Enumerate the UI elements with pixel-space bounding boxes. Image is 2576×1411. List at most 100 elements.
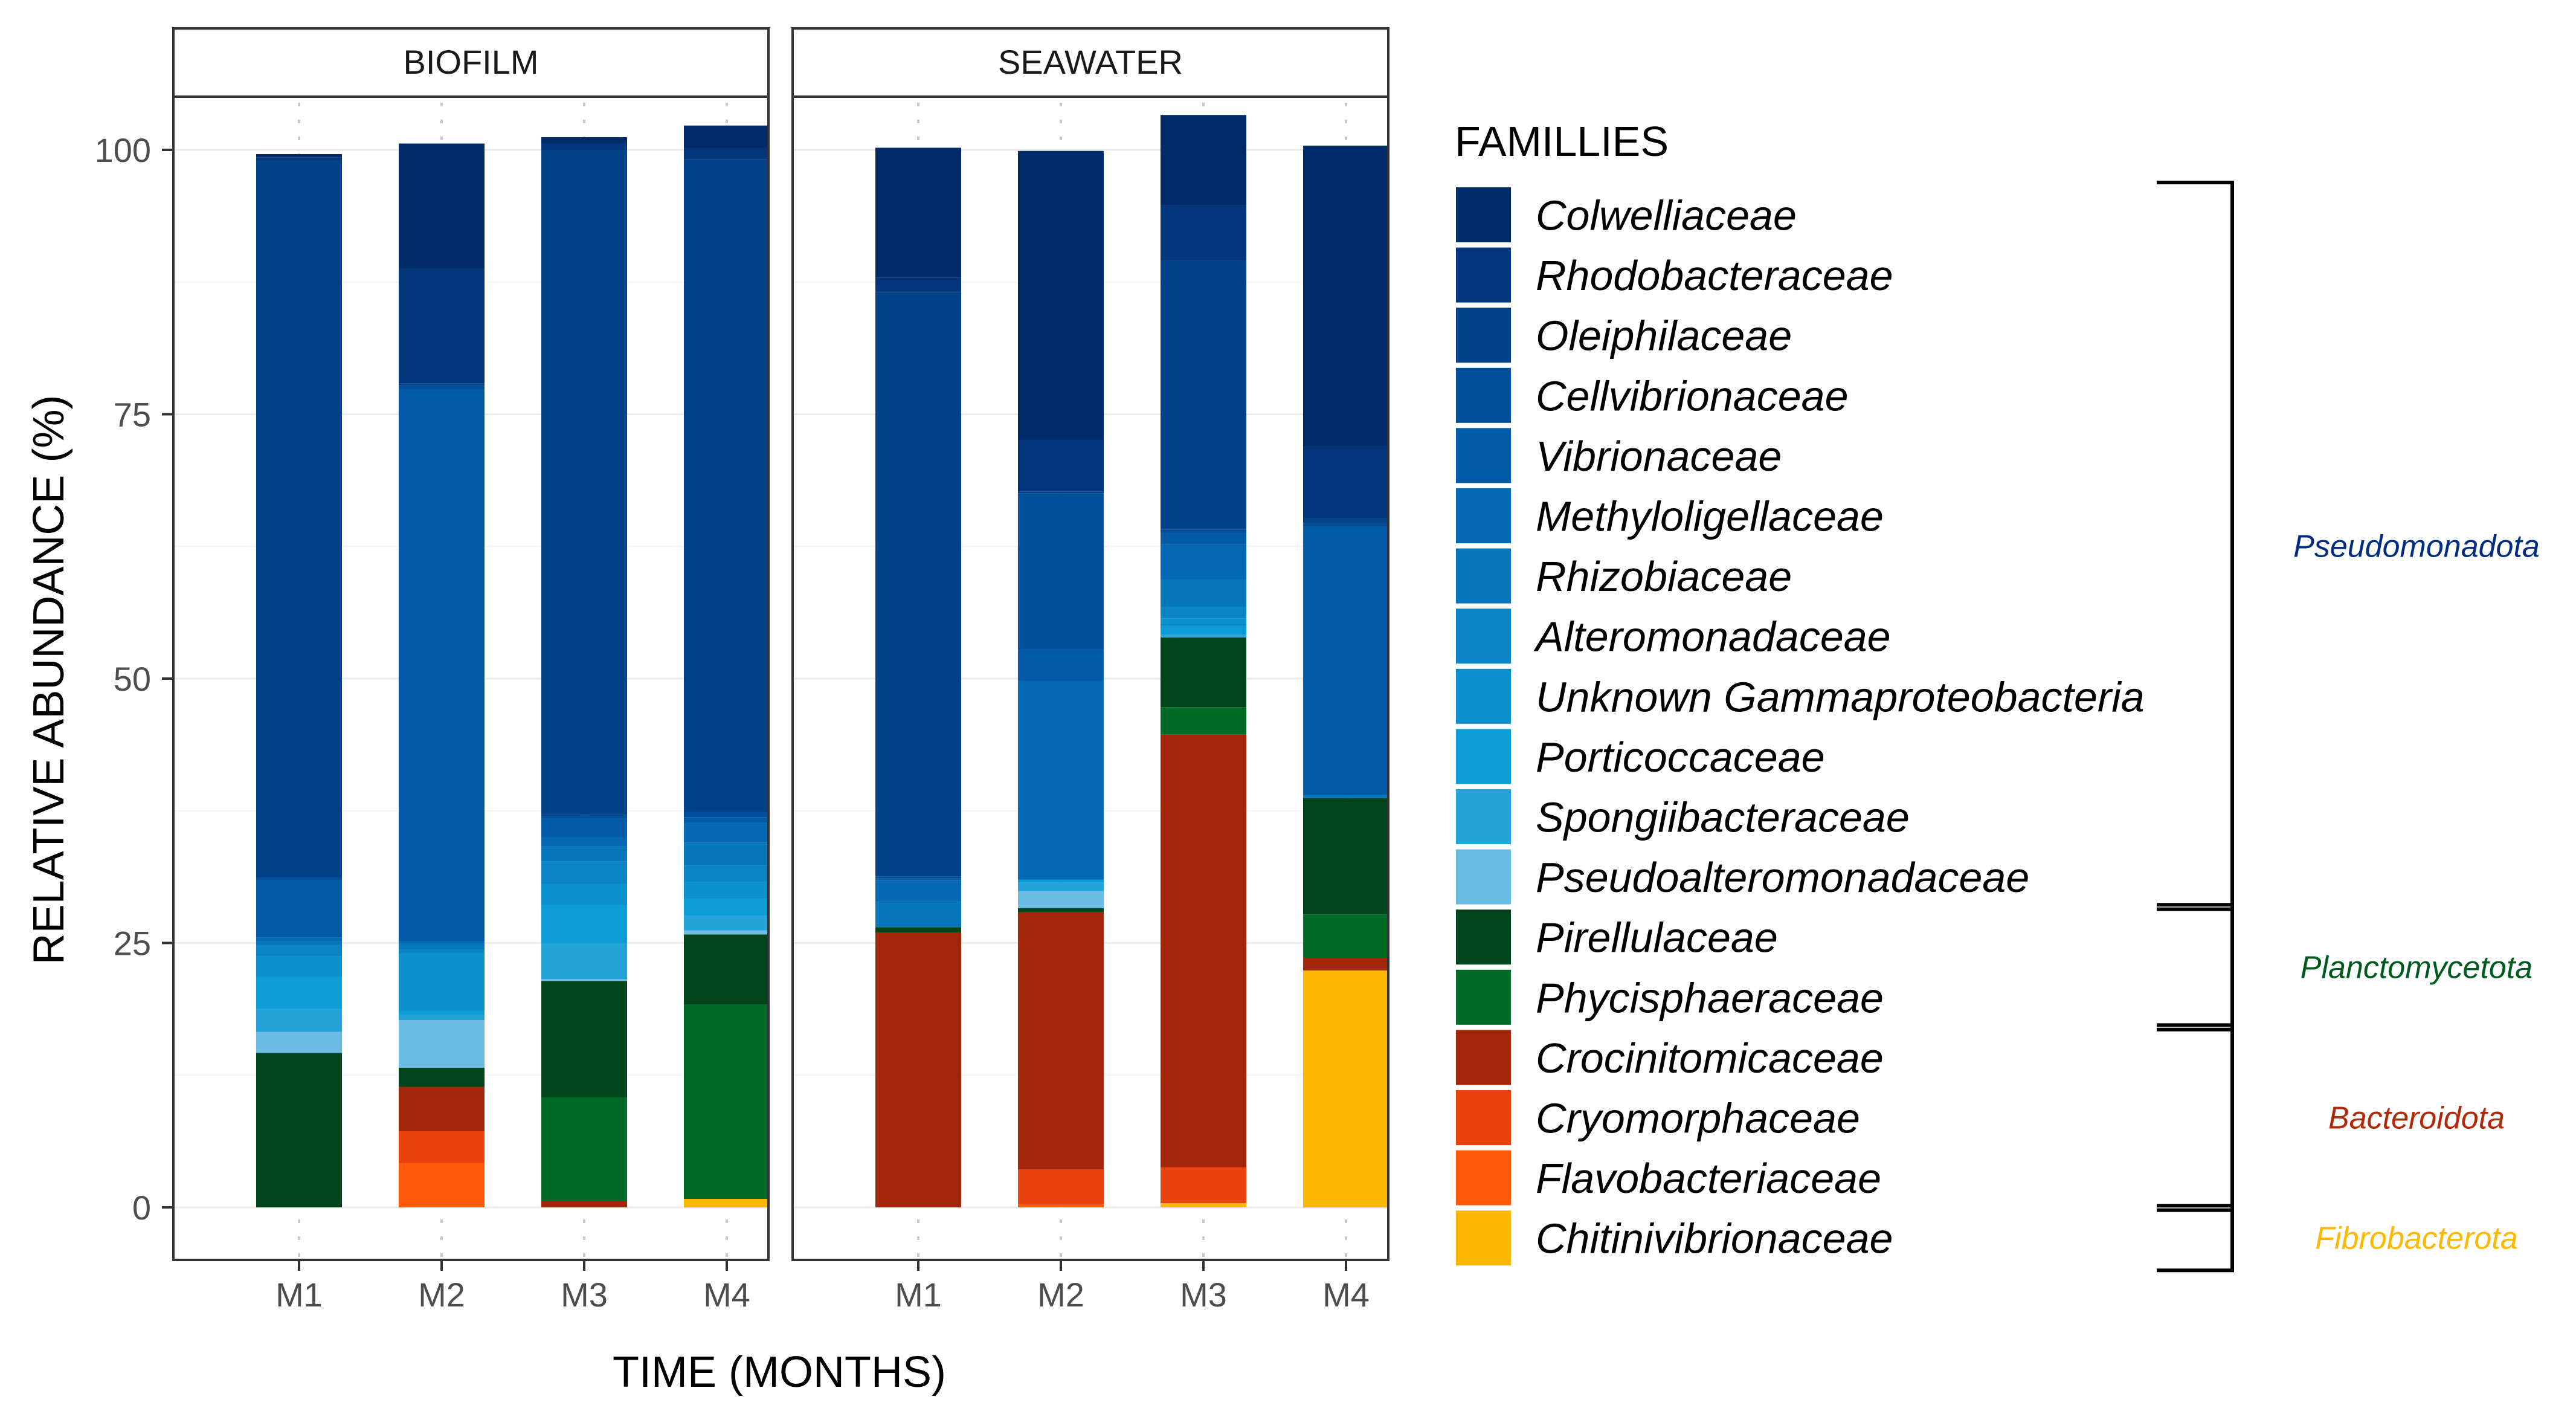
bar-stack-seawater-m4 bbox=[1303, 146, 1389, 1207]
phylum-label: Fibrobacterota bbox=[2315, 1221, 2517, 1256]
bar-segment bbox=[1161, 634, 1246, 638]
legend-label: Alteromonadaceae bbox=[1533, 613, 1891, 660]
phylum-bracket-bacteroidota: Bacteroidota bbox=[2157, 1023, 2505, 1212]
bar-segment bbox=[1161, 618, 1246, 627]
bar-segment bbox=[1018, 491, 1104, 494]
y-axis: 0 25 50 75 100 bbox=[95, 131, 173, 1227]
bar-stack-biofilm-m2 bbox=[399, 143, 485, 1207]
bar-segment bbox=[684, 1199, 770, 1207]
x-tick-label: M1 bbox=[895, 1276, 942, 1314]
y-tick-label: 0 bbox=[132, 1189, 151, 1227]
bar-segment bbox=[1161, 579, 1246, 607]
bar-segment bbox=[684, 934, 770, 1004]
y-tick-label: 25 bbox=[114, 925, 151, 963]
legend-label: Pirellulaceae bbox=[1536, 914, 1778, 961]
bar-segment bbox=[1161, 544, 1246, 580]
legend-item: Flavobacteriaceae bbox=[1456, 1150, 1881, 1206]
facet-strip-label: SEAWATER bbox=[998, 43, 1183, 81]
legend-swatch bbox=[1456, 909, 1511, 965]
legend-item: Rhodobacteraceae bbox=[1456, 247, 1893, 303]
bar-segment bbox=[1018, 680, 1104, 880]
bar-segment bbox=[1161, 707, 1246, 735]
x-axis: M1 M2 M3 M4 M1 M2 M3 M4 bbox=[275, 1260, 1370, 1314]
bar-segment bbox=[1018, 439, 1104, 492]
bar-segment bbox=[875, 932, 961, 1207]
legend-label: Porticoccaceae bbox=[1536, 734, 1825, 781]
phylum-bracket-planctomycetota: Planctomycetota bbox=[2157, 903, 2533, 1032]
bar-segment bbox=[1303, 958, 1389, 970]
legend-label: Rhizobiaceae bbox=[1536, 553, 1792, 600]
bar-segment bbox=[399, 389, 485, 941]
bar-segment bbox=[1018, 1169, 1104, 1204]
bar-segment bbox=[256, 957, 342, 977]
bar-segment bbox=[875, 880, 961, 902]
legend-label: Flavobacteriaceae bbox=[1536, 1155, 1881, 1202]
bar-segment bbox=[1161, 260, 1246, 530]
legend-label: Cellvibrionaceae bbox=[1536, 372, 1849, 419]
bar-segment bbox=[1161, 734, 1246, 1167]
bar-segment bbox=[256, 977, 342, 1009]
bar-segment bbox=[399, 1020, 485, 1068]
legend-item: Alteromonadaceae bbox=[1456, 609, 1891, 664]
bar-segment bbox=[1018, 493, 1104, 649]
bar-segment bbox=[256, 1053, 342, 1207]
bar-segment bbox=[1303, 526, 1389, 795]
bar-segment bbox=[1161, 115, 1246, 205]
legend-label: Crocinitomicaceae bbox=[1536, 1035, 1884, 1082]
legend-label: Phycisphaeraceae bbox=[1536, 974, 1884, 1021]
bar-stack-seawater-m1 bbox=[875, 147, 961, 1207]
bar-segment bbox=[256, 1032, 342, 1053]
x-axis-title: TIME (MONTHS) bbox=[613, 1348, 946, 1396]
bracket-line bbox=[2157, 903, 2234, 1032]
bar-segment bbox=[1161, 607, 1246, 619]
facet-panel-seawater: SEAWATER bbox=[791, 27, 1389, 1261]
bar-segment bbox=[1303, 146, 1389, 446]
legend-title: FAMILLIES bbox=[1455, 118, 1669, 165]
bar-segment bbox=[875, 292, 961, 877]
bar-segment bbox=[1303, 523, 1389, 526]
legend-swatch bbox=[1456, 609, 1511, 664]
x-tick-label: M4 bbox=[703, 1276, 750, 1314]
legend-item: Cellvibrionaceae bbox=[1456, 367, 1849, 423]
bar-segment bbox=[399, 1010, 485, 1015]
legend-swatch bbox=[1456, 849, 1511, 905]
legend-swatch bbox=[1456, 488, 1511, 543]
bar-segment bbox=[684, 822, 770, 843]
bar-segment bbox=[399, 943, 485, 949]
bar-segment bbox=[1161, 1203, 1246, 1207]
bar-segment bbox=[256, 879, 342, 938]
bar-segment bbox=[1161, 532, 1246, 544]
legend-label: Rhodobacteraceae bbox=[1536, 252, 1893, 299]
bar-segment bbox=[399, 1068, 485, 1087]
phylum-bracket-fibrobacterota: Fibrobacterota bbox=[2157, 1204, 2518, 1273]
bar-segment bbox=[256, 160, 342, 877]
bar-segment bbox=[1018, 912, 1104, 1169]
legend: FAMILLIES Colwelliaceae Rhodobacteraceae O… bbox=[1455, 118, 2145, 1266]
bar-segment bbox=[1161, 205, 1246, 260]
bar-segment bbox=[541, 981, 627, 1097]
legend-swatch bbox=[1456, 969, 1511, 1025]
legend-label: Unknown Gammaproteobacteria bbox=[1536, 673, 2145, 720]
bar-segment bbox=[875, 878, 961, 881]
bar-segment bbox=[541, 943, 627, 979]
legend-item: Phycisphaeraceae bbox=[1456, 969, 1884, 1025]
legend-swatch bbox=[1456, 1150, 1511, 1206]
bar-segment bbox=[875, 876, 961, 879]
bar-segment bbox=[541, 815, 627, 818]
bar-segment bbox=[1161, 1167, 1246, 1203]
legend-label: Colwelliaceae bbox=[1536, 192, 1797, 239]
bar-segment bbox=[399, 143, 485, 268]
phylum-bracket-pseudomonadota: Pseudomonadota bbox=[2157, 181, 2540, 911]
bar-segment bbox=[875, 902, 961, 928]
bar-segment bbox=[1303, 518, 1389, 523]
bar-segment bbox=[1303, 970, 1389, 1207]
bar-segment bbox=[1018, 1204, 1104, 1207]
legend-label: Methyloligellaceae bbox=[1536, 493, 1884, 540]
facet-panel-biofilm: BIOFILM bbox=[172, 27, 770, 1261]
bar-segment bbox=[1303, 795, 1389, 798]
bar-segment bbox=[875, 277, 961, 293]
bar-segment bbox=[399, 941, 485, 943]
bar-segment bbox=[399, 268, 485, 384]
bar-segment bbox=[541, 818, 627, 838]
legend-swatch bbox=[1456, 367, 1511, 423]
